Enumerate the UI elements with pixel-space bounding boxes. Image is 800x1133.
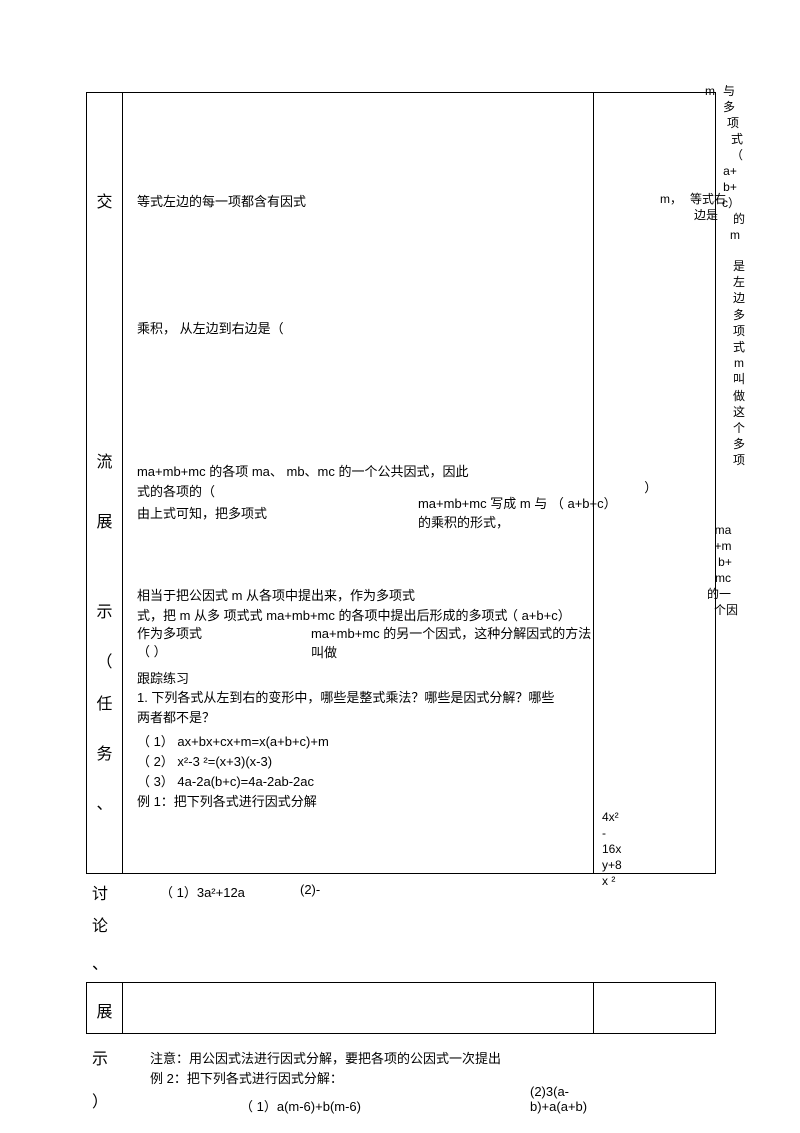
vertical-text-content: 是左边多项式m叫做这个多项 [733,259,745,467]
rb2-l2: +m [710,539,736,554]
right-cell: ） [594,93,716,874]
second-table: 展 [86,982,716,1034]
line5: 相当于把公因式 m 从各项中提出来，作为多项式 [137,585,415,604]
left-char-4: 示 [87,593,122,633]
left-char-2: 流 [87,443,122,483]
below-left-2: 论 [92,912,108,936]
main-table: 交 流 展 示 （ 任 务 、 等式左边的每一项都含有因式 乘积， 从左边到右边… [86,92,716,874]
line7a: 作为多项式 [137,623,202,642]
below-sec-2: 注意：用公因式法进行因式分解，要把各项的公因式一次提出 [150,1048,501,1067]
q1: 1. 下列各式从左到右的变形中，哪些是整式乘法？哪些是因式分解？哪些两者都不是？ [137,688,567,727]
line6b: （ a+b+c） [505,605,571,624]
ex1r-l1: 4x² [602,810,632,825]
below-left-1: 讨 [92,880,108,904]
below-sec-4a: （ 1）a(m-6)+b(m-6) [240,1096,361,1115]
q1-3: （ 3） 4a-2a(b+c)=4a-2ab-2ac [137,771,314,790]
left-char-5: （ [87,643,122,683]
rb2-l3: b+ [714,555,736,570]
top-paren: （ [730,148,744,163]
left-char-3: 展 [87,503,122,543]
left-label-cell: 交 流 展 示 （ 任 务 、 [87,93,123,874]
line1-left: 等式左边的每一项都含有因式 [137,191,306,210]
vertical-text-col: 是左边多项式m叫做这个多项 [732,258,746,468]
top-xiang: 项 [726,116,740,131]
second-left-cell: 展 [87,983,123,1034]
top-shi: 式 [730,132,744,147]
ex1-left: （ 1）3a²+12a [160,882,245,901]
top-de: 的 [732,212,746,227]
line4b: ma+mb+mc 写成 m 与 （ a+b+c）的乘积的形式， [418,493,618,531]
ex1r-l3: 16x [602,842,632,857]
top-aplus: a+ [716,164,744,179]
top-m2: m [728,228,742,243]
line3b: 式的各项的（ [137,481,215,500]
rb2-l5: 的一 [702,587,736,602]
rb2-l4: mc [710,571,736,586]
second-mid-cell [122,983,593,1034]
left-last: ） [92,1088,108,1112]
second-right-cell [594,983,716,1034]
second-left-char: 展 [87,993,122,1033]
left-char-1: 交 [87,183,122,223]
left-char-8: 、 [87,785,122,825]
line8: （ ） [137,641,167,660]
ex1r-l4: y+8 [602,858,632,873]
line3a: ma+mb+mc 的各项 ma、 mb、mc 的一个公共因式，因此 [137,461,469,480]
practice-title: 跟踪练习 [137,668,189,687]
below-sec-3: 例 2：把下列各式进行因式分解： [150,1068,343,1087]
left-char-7: 务 [87,735,122,775]
top-duo: 多 [722,100,736,115]
line2: 乘积， 从左边到右边是（ [137,318,284,337]
ex1: 例 1：把下列各式进行因式分解 [137,791,317,810]
q1-1: （ 1） ax+bx+cx+m=x(a+b+c)+m [137,731,329,750]
line6a: 式，把 m 从多 项式式 ma+mb+mc 的各项中提出后形成的多项式 [137,605,508,624]
ex1r-l2: - [602,826,632,841]
line4a: 由上式可知，把多项式 [137,503,267,522]
left-char-6: 任 [87,685,122,725]
line3c-paren: ） [644,477,657,496]
top-yu: 与 [722,84,736,99]
below-sec-4b: (2)3(a-b)+a(a+b) [530,1084,610,1114]
rb2-l6: 个因 [712,603,740,618]
below-sec-1: 示 [92,1045,108,1069]
ex1r-l5: x ² [602,874,632,889]
ex1-mid: (2)- [300,882,320,897]
line7b: ma+mb+mc 的另一个因式，这种分解因式的方法叫做 [311,623,593,661]
rb2-l1: ma [710,523,736,538]
below-left-3: 、 [92,950,108,974]
mid-content-cell: 等式左边的每一项都含有因式 乘积， 从左边到右边是（ ma+mb+mc 的各项 … [122,93,593,874]
q1-2: （ 2） x²-3 ²=(x+3)(x-3) [137,751,272,770]
